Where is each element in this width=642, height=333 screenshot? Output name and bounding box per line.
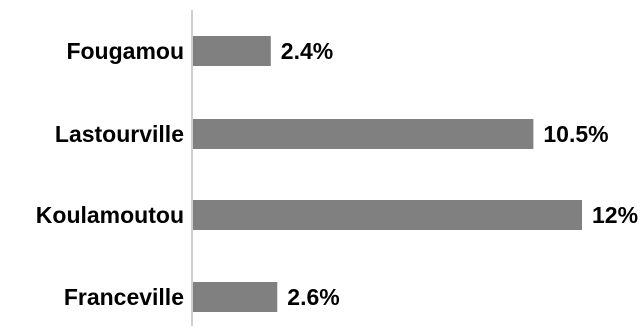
category-label-franceville: Franceville [64, 284, 184, 310]
category-label-koulamoutou: Koulamoutou [36, 202, 184, 228]
value-label-franceville: 2.6% [287, 284, 339, 310]
value-label-koulamoutou: 12% [592, 202, 638, 228]
bar-franceville [193, 282, 278, 312]
category-label-lastourville: Lastourville [55, 121, 184, 147]
value-label-fougamou: 2.4% [281, 38, 333, 64]
bar-lastourville [193, 119, 534, 149]
value-labels-group: 2.4% 10.5% 12% 2.6% [281, 38, 638, 310]
bars-group [193, 36, 582, 312]
category-label-fougamou: Fougamou [66, 38, 184, 64]
bar-koulamoutou [193, 200, 582, 230]
category-labels-group: Fougamou Lastourville Koulamoutou Francevil… [36, 38, 184, 310]
value-label-lastourville: 10.5% [543, 121, 608, 147]
bar-fougamou [193, 36, 271, 66]
